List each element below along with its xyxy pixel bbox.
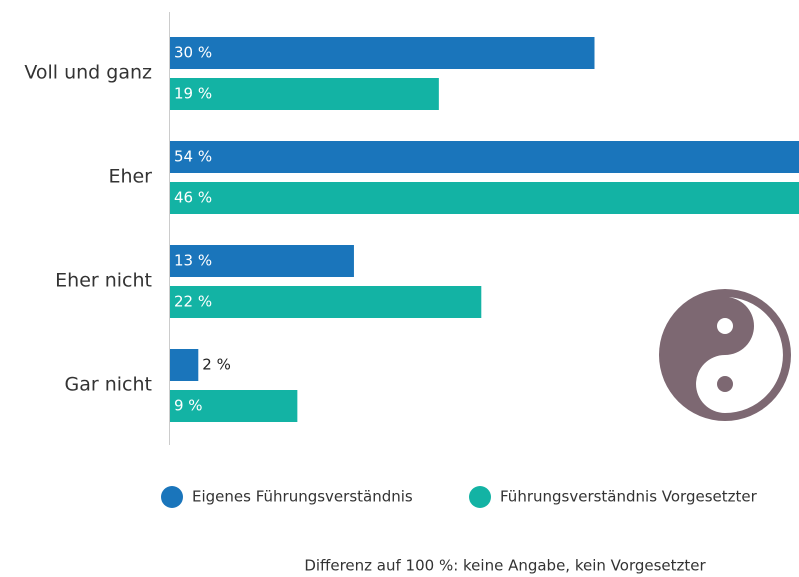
value-label: 13 % (174, 252, 212, 270)
footnote: Differenz auf 100 %: keine Angabe, kein … (304, 557, 706, 575)
category-label: Eher nicht (55, 270, 152, 292)
bar (170, 141, 799, 173)
legend-swatch (469, 486, 491, 508)
bar (170, 245, 354, 277)
bar (170, 390, 298, 422)
legend-label: Führungsverständnis Vorgesetzter (500, 488, 758, 506)
value-label: 2 % (202, 356, 231, 374)
legend-swatch (161, 486, 183, 508)
yin-yang-icon (659, 289, 791, 421)
value-label: 9 % (174, 397, 203, 415)
legend-label: Eigenes Führungsverständnis (192, 488, 413, 506)
value-label: 22 % (174, 293, 212, 311)
category-label: Voll und ganz (24, 62, 152, 84)
bar (170, 37, 595, 69)
bar (170, 286, 482, 318)
value-label: 54 % (174, 148, 212, 166)
value-label: 19 % (174, 85, 212, 103)
category-label: Gar nicht (65, 374, 152, 396)
bar (170, 349, 199, 381)
value-label: 46 % (174, 189, 212, 207)
bar (170, 78, 439, 110)
value-label: 30 % (174, 44, 212, 62)
category-label: Eher (108, 166, 152, 188)
bar (170, 182, 799, 214)
